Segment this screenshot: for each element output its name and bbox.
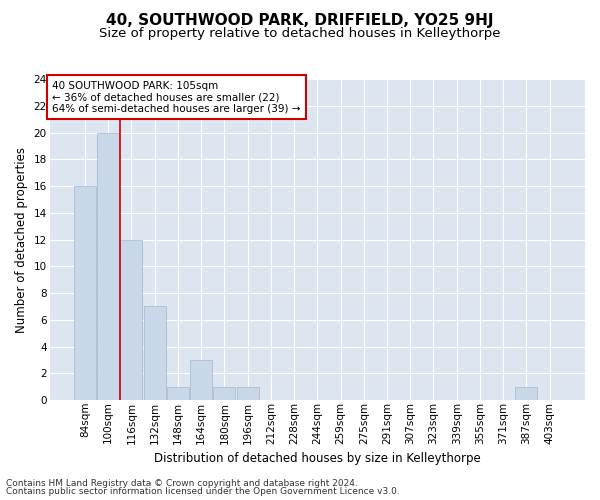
Bar: [167, 387, 189, 400]
Bar: [236, 387, 259, 400]
Bar: [143, 306, 166, 400]
Bar: [74, 186, 96, 400]
Y-axis label: Number of detached properties: Number of detached properties: [15, 146, 28, 332]
Text: Contains public sector information licensed under the Open Government Licence v3: Contains public sector information licen…: [6, 487, 400, 496]
Bar: [515, 387, 538, 400]
Bar: [121, 240, 142, 400]
Text: Contains HM Land Registry data © Crown copyright and database right 2024.: Contains HM Land Registry data © Crown c…: [6, 478, 358, 488]
X-axis label: Distribution of detached houses by size in Kelleythorpe: Distribution of detached houses by size …: [154, 452, 481, 465]
Text: 40, SOUTHWOOD PARK, DRIFFIELD, YO25 9HJ: 40, SOUTHWOOD PARK, DRIFFIELD, YO25 9HJ: [106, 12, 494, 28]
Bar: [190, 360, 212, 400]
Bar: [214, 387, 235, 400]
Text: Size of property relative to detached houses in Kelleythorpe: Size of property relative to detached ho…: [99, 28, 501, 40]
Text: 40 SOUTHWOOD PARK: 105sqm
← 36% of detached houses are smaller (22)
64% of semi-: 40 SOUTHWOOD PARK: 105sqm ← 36% of detac…: [52, 80, 301, 114]
Bar: [97, 132, 119, 400]
